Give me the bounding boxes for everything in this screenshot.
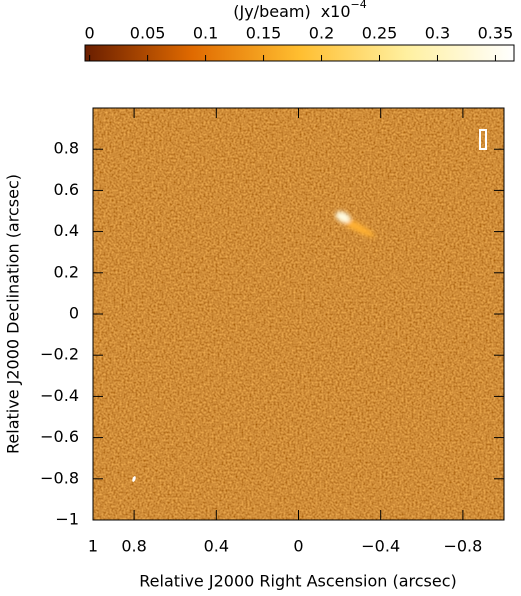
colorbar-tick-label: 0.35: [478, 24, 514, 43]
source: [335, 211, 375, 237]
beam: [132, 476, 136, 482]
y-tick-label: 0.2: [54, 262, 79, 281]
y-tick-label: −0.2: [40, 345, 79, 364]
y-tick-label: 0.6: [54, 180, 79, 199]
colorbar-tick-label: 0.1: [193, 24, 218, 43]
x-tick-label: 0.4: [204, 537, 229, 556]
colorbar-tick-label: 0.25: [362, 24, 398, 43]
x-tick-label: −0.8: [443, 537, 482, 556]
x-tick-label: 0.8: [121, 537, 146, 556]
colorbar-tick-label: 0: [85, 24, 95, 43]
x-tick-label: 0: [293, 537, 303, 556]
y-tick-label: −0.4: [40, 386, 79, 405]
y-tick-label: 0: [69, 304, 79, 323]
y-tick-label: 0.4: [54, 221, 79, 240]
x-axis-label: Relative J2000 Right Ascension (arcsec): [139, 572, 457, 591]
x-tick-label: 1: [88, 537, 98, 556]
y-tick-label: −0.8: [40, 468, 79, 487]
y-axis-label: Relative J2000 Declination (arcsec): [4, 174, 23, 454]
y-tick-label: −1: [55, 510, 79, 529]
y-tick-label: −0.6: [40, 427, 79, 446]
colorbar-label: (Jy/beam) x10−4: [233, 0, 367, 21]
colorbar-tick-label: 0.05: [130, 24, 166, 43]
x-tick-label: −0.4: [361, 537, 400, 556]
colorbar-tick-label: 0.2: [309, 24, 334, 43]
colorbar-tick-label: 0.3: [425, 24, 450, 43]
y-tick-label: 0.8: [54, 139, 79, 158]
colorbar-tick-label: 0.15: [246, 24, 282, 43]
image-noise: [93, 108, 504, 520]
marker: [479, 129, 487, 150]
colorbar: [84, 44, 515, 62]
image-frame: [92, 107, 505, 521]
